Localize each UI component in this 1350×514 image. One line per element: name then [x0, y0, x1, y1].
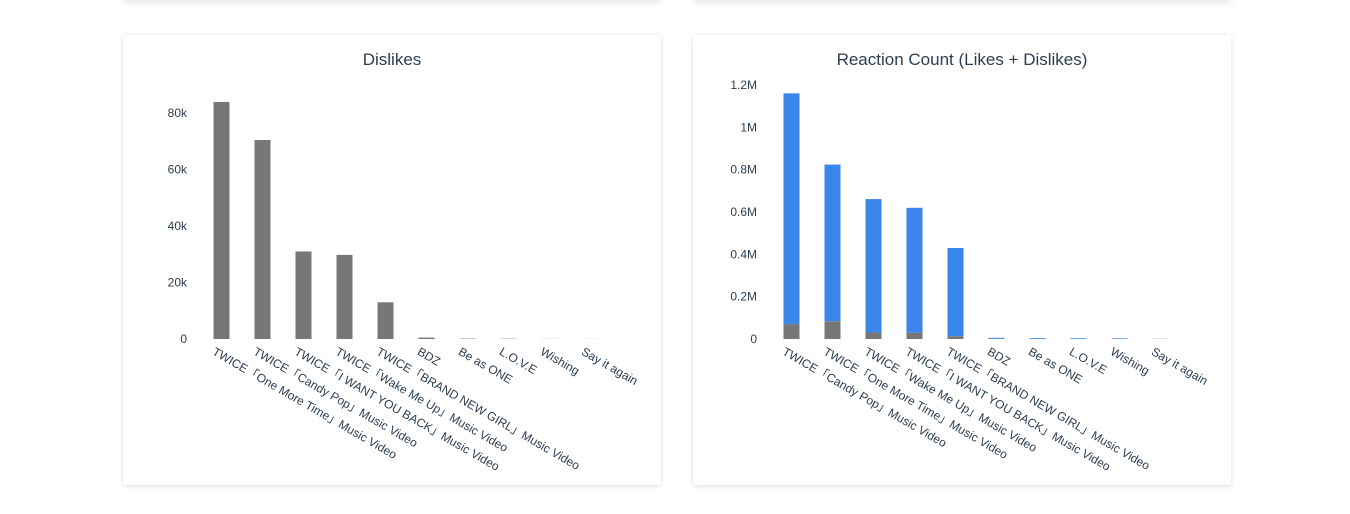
x-tick-label: TWICE「Wake Me Up」Music Video — [862, 344, 1040, 455]
bar[interactable] — [377, 302, 394, 339]
reaction-count-chart: Reaction Count (Likes + Dislikes) 00.2M0… — [730, 50, 1210, 474]
bar[interactable] — [1029, 338, 1046, 339]
bar[interactable] — [1070, 338, 1087, 339]
y-axis: 0 0.2M 0.4M 0.6M 0.8M 1M 1.2M — [730, 78, 757, 346]
bar[interactable] — [906, 332, 923, 339]
bar[interactable] — [824, 164, 841, 322]
bar[interactable] — [865, 199, 882, 333]
x-tick-label: Say it again — [579, 344, 640, 387]
bar[interactable] — [783, 324, 800, 339]
y-tick-label: 0.6M — [730, 205, 757, 219]
bar[interactable] — [254, 140, 271, 339]
y-tick-label: 0.8M — [730, 163, 757, 177]
dislikes-chart: Dislikes 0 20k 40k 60k 80k TWICE「One More Ti… — [168, 50, 641, 474]
bar[interactable] — [947, 247, 964, 337]
bar[interactable] — [783, 93, 800, 325]
y-tick-label: 0 — [750, 332, 757, 346]
y-tick-label: 0.4M — [730, 247, 757, 261]
bar[interactable] — [824, 321, 841, 339]
x-axis: TWICE「One More Time」Music VideoTWICE「Can… — [210, 344, 640, 473]
y-tick-label: 1.2M — [730, 78, 757, 92]
y-tick-label: 60k — [168, 163, 188, 177]
y-tick-label: 0.2M — [730, 290, 757, 304]
y-axis: 0 20k 40k 60k 80k — [168, 106, 188, 346]
x-tick-label: BDZ — [985, 344, 1013, 368]
bar[interactable] — [988, 337, 1005, 339]
bars — [213, 101, 599, 339]
bar[interactable] — [947, 336, 964, 339]
bar[interactable] — [336, 254, 353, 339]
bar[interactable] — [865, 332, 882, 339]
y-tick-label: 40k — [168, 219, 188, 233]
x-tick-label: Wishing — [538, 344, 582, 377]
chart-title: Dislikes — [363, 50, 422, 69]
bar[interactable] — [418, 337, 435, 339]
x-tick-label: Say it again — [1149, 344, 1210, 387]
y-tick-label: 20k — [168, 276, 188, 290]
x-tick-label: BDZ — [415, 344, 443, 368]
y-tick-label: 1M — [740, 120, 757, 134]
bars — [783, 93, 1169, 339]
reaction-count-chart-card: Reaction Count (Likes + Dislikes) 0 0.2M 0… — [693, 35, 1231, 485]
bar[interactable] — [295, 251, 312, 339]
y-tick-label: 80k — [168, 106, 188, 120]
y-tick-label: 0 — [180, 332, 187, 346]
chart-title: Reaction Count (Likes + Dislikes) — [837, 50, 1088, 69]
bar[interactable] — [1111, 338, 1128, 339]
dislikes-chart-card: Dislikes 0 20k 40k 60k 80k TWICE「One More Ti… — [123, 35, 661, 485]
bar[interactable] — [213, 101, 230, 339]
x-tick-label: Wishing — [1108, 344, 1152, 377]
bar[interactable] — [906, 207, 923, 333]
